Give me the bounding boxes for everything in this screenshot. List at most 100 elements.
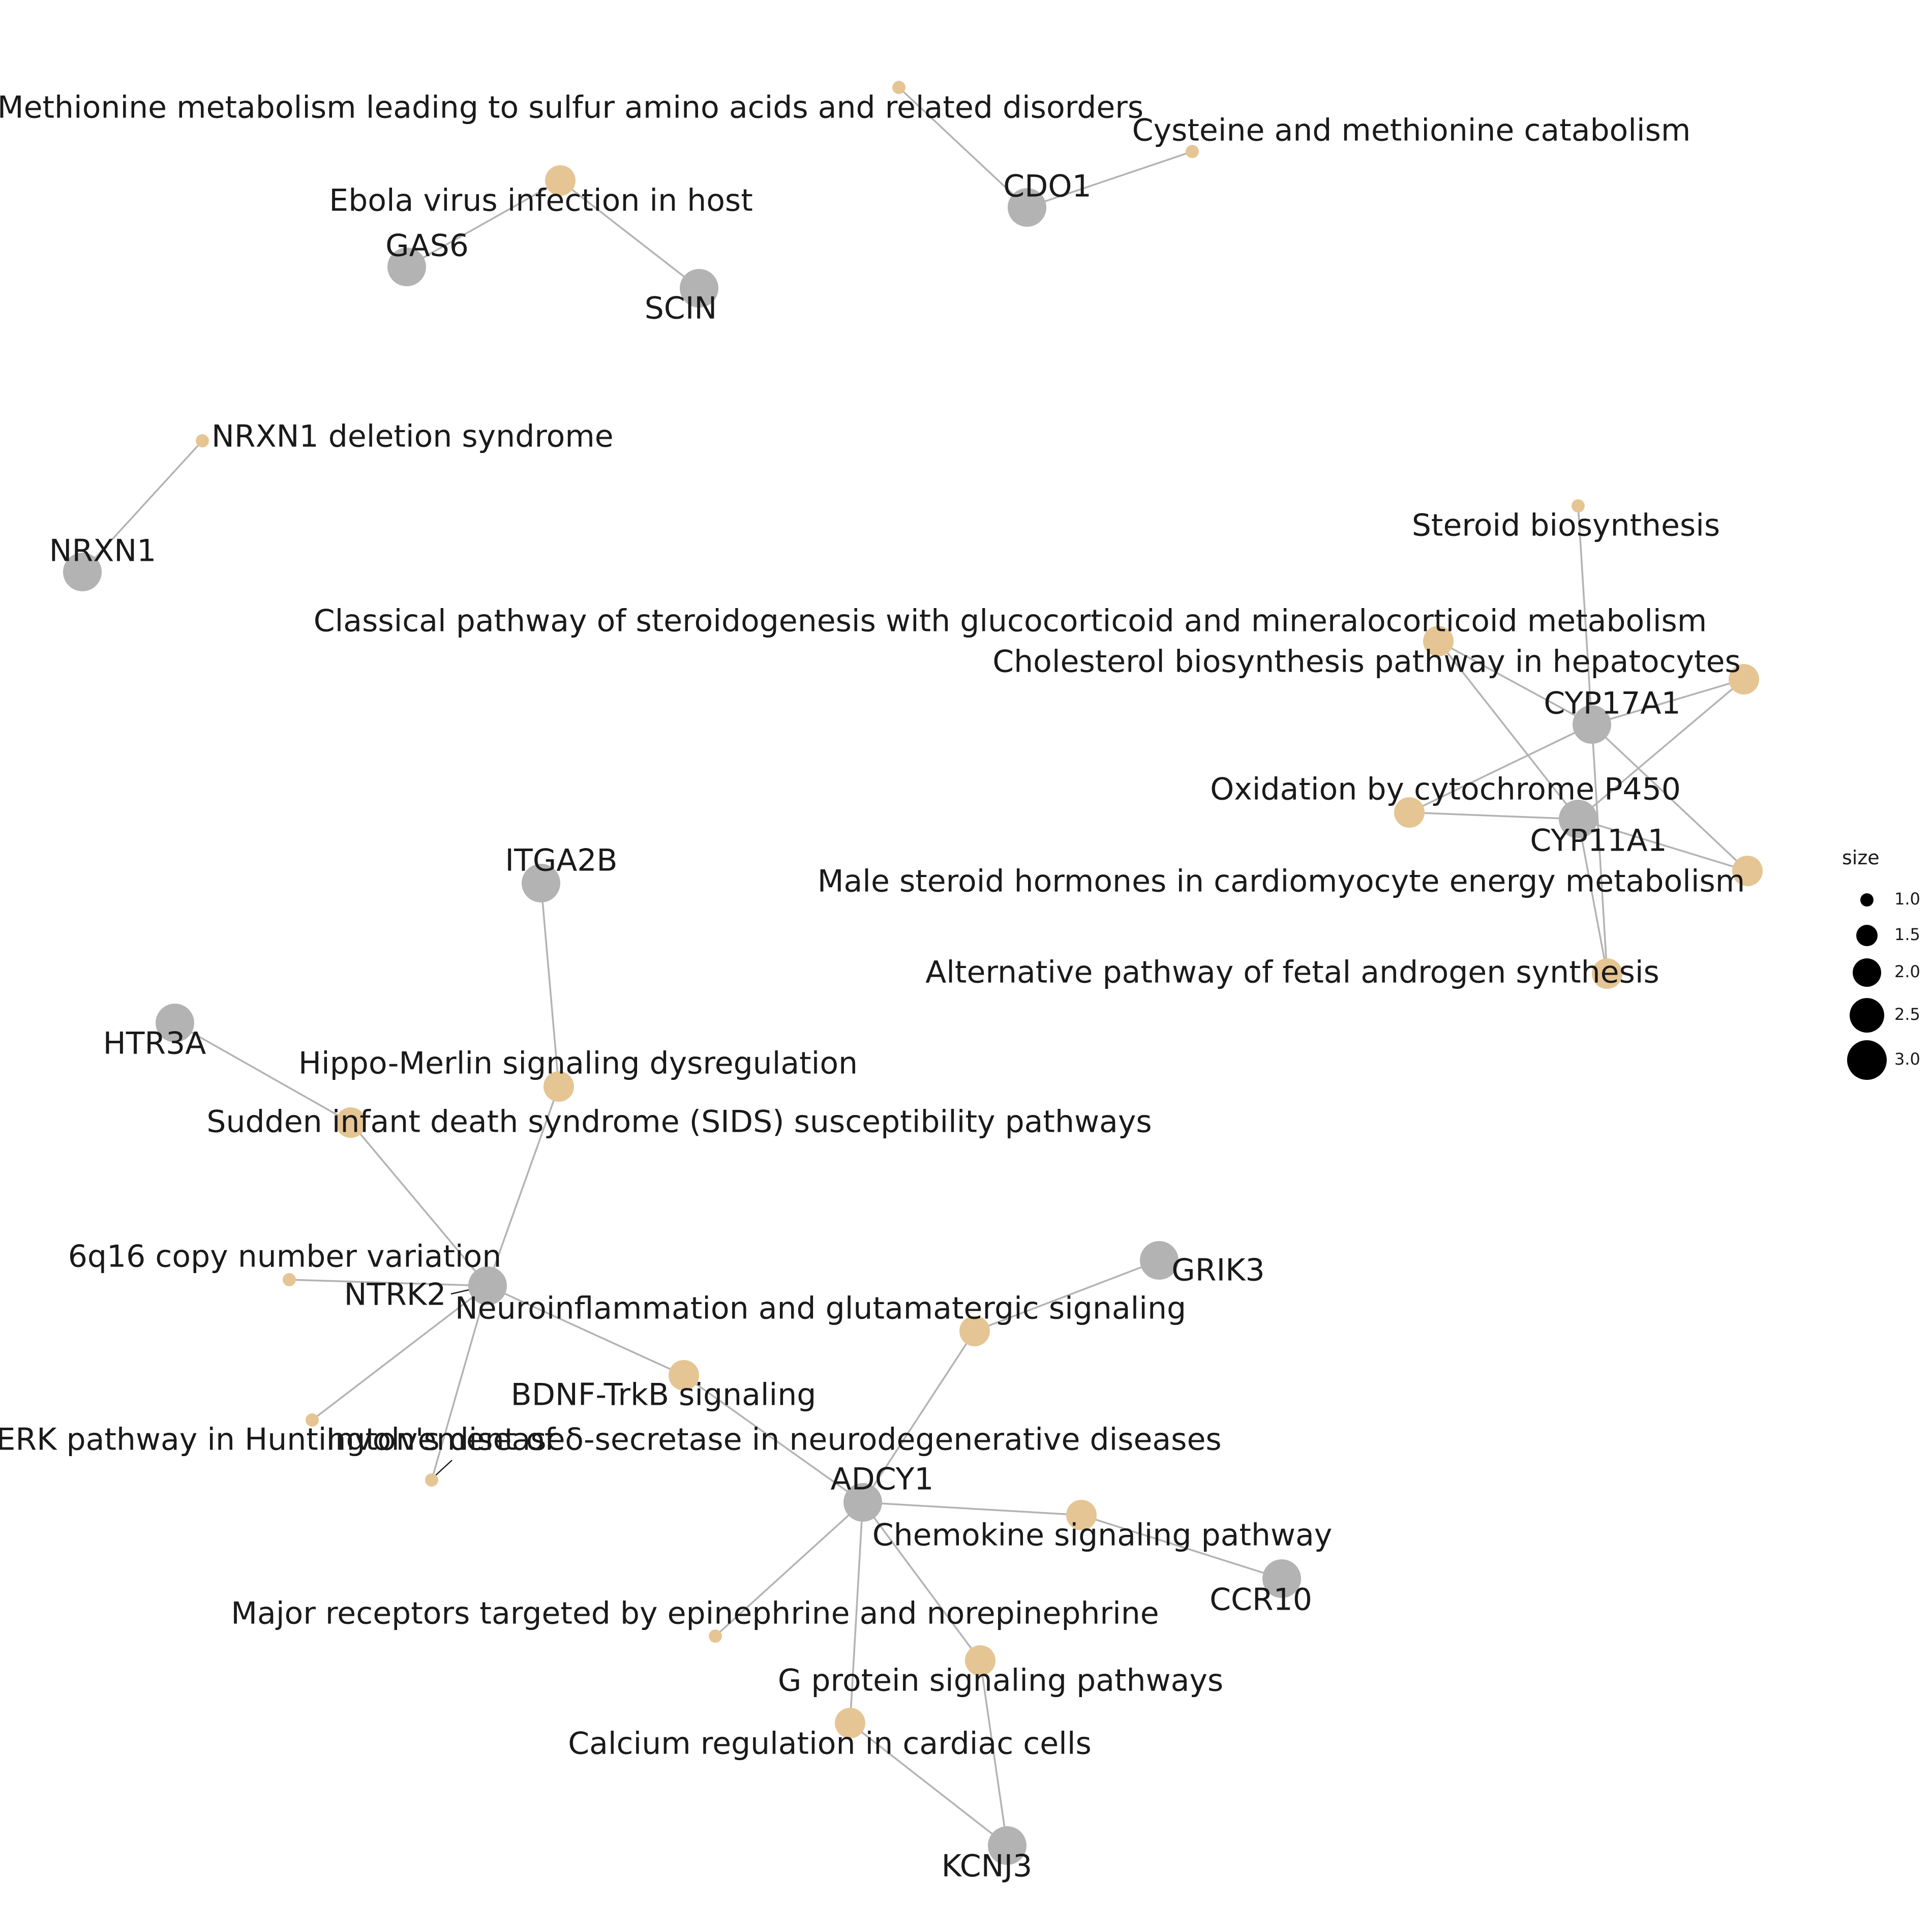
pathway-node-erk [306,1413,319,1427]
gene-node-kcnj3 [988,1826,1027,1865]
gene-node-htr3a [156,1004,194,1042]
edge-ntrk2-erk [311,1285,489,1421]
pathway-node-gprotein [965,1645,995,1676]
edge-adcy1-chemokine [862,1501,1082,1516]
pathway-label-steroidbio: Steroid biosynthesis [1412,508,1720,544]
pathway-label-hippo: Hippo-Merlin signaling dysregulation [298,1046,858,1081]
edge-cyp17a1-steroidbio [1577,505,1593,725]
pathway-node-steroidbio [1572,499,1585,512]
edge-cyp11a1-fetal [1577,819,1608,974]
edge-ntrk2-sids [350,1122,489,1287]
edge-adcy1-major [714,1501,864,1637]
pathway-label-classical: Classical pathway of steroidogenesis wit… [314,603,1707,639]
edge-cyp11a1-classical [1437,640,1579,820]
gene-label-kcnj3: KCNJ3 [942,1849,1033,1884]
pathway-label-gprotein: G protein signaling pathways [778,1663,1223,1699]
gene-label-nrxn1: NRXN1 [49,533,157,569]
gene-node-scin [680,269,718,308]
pathway-node-cysteine [1186,145,1199,158]
legend-size-circle [1853,958,1881,987]
edge-ntrk2-bdnf [487,1285,684,1376]
edge-adcy1-neuroinf [862,1331,976,1503]
gene-node-gas6 [387,248,426,286]
gene-label-ntrk2: NTRK2 [344,1277,446,1313]
edge-scin-ebola [559,179,700,289]
pathway-label-6q16: 6q16 copy number variation [68,1239,502,1275]
pathway-node-nrxn1del [196,434,209,447]
edge-gas6-ebola [406,179,561,268]
edge-ccr10-chemokine [1081,1514,1282,1580]
gene-node-nrxn1 [63,553,102,591]
gene-label-cyp17a1: CYP17A1 [1544,686,1680,721]
labels-layer: Methionine metabolism leading to sulfur … [0,90,1745,1884]
edge-cdo1-cysteine [1027,150,1193,208]
gene-label-gas6: GAS6 [385,228,469,264]
legend-size-label: 1.5 [1894,925,1920,944]
pathway-node-neuroinf [959,1316,990,1346]
pathway-label-delta: Involvement of δ-secretase in neurodegen… [326,1422,1221,1458]
legend-title: size [1842,847,1880,869]
legend-size-label: 2.5 [1894,1005,1920,1024]
pathway-node-fetal [1592,958,1622,989]
pathway-label-calcium: Calcium regulation in cardiac cells [568,1726,1092,1762]
edges-layer [81,86,1748,1847]
pathway-node-male [1732,856,1763,886]
pathway-label-bdnf: BDNF-TrkB signaling [511,1377,817,1413]
gene-label-ccr10: CCR10 [1210,1582,1312,1618]
edge-cyp17a1-fetal [1591,724,1608,974]
edge-itga2b-hippo [540,883,560,1087]
edge-cyp17a1-cholesterol [1591,678,1744,726]
legend-size-circle [1856,925,1878,946]
edge-nrxn1-nrxn1del [81,440,203,573]
gene-node-cdo1 [1008,188,1046,227]
legend-size-circle [1847,1040,1887,1080]
pathway-label-neuroinf: Neuroinflammation and glutamatergic sign… [455,1291,1186,1326]
legend-size-circle [1860,893,1874,907]
gene-label-adcy1: ADCY1 [831,1462,934,1497]
size-legend: size 1.0 1.5 2.0 2.5 3.0 [1842,847,1920,1080]
edge-cyp11a1-male [1578,818,1748,872]
pathway-label-nrxn1del: NRXN1 deletion syndrome [212,419,614,455]
legend-size-label: 2.0 [1894,962,1920,981]
edge-ntrk2-6q16 [289,1279,488,1287]
pathway-node-ebola [545,165,576,196]
edge-cyp17a1-male [1591,723,1748,872]
pathway-node-delta [425,1473,438,1487]
gene-node-ntrk2 [468,1266,507,1305]
edge-grik3-neuroinf [974,1259,1160,1332]
legend-entries: 1.0 1.5 2.0 2.5 3.0 [1847,889,1920,1080]
pathway-node-hippo [544,1071,574,1102]
gene-label-scin: SCIN [645,291,717,326]
edge-kcnj3-calcium [849,1722,1008,1847]
pathway-label-male: Male steroid hormones in cardiomyocyte e… [818,864,1745,899]
legend-size-label: 3.0 [1894,1049,1920,1069]
pathway-node-bdnf [669,1360,699,1391]
edge-htr3a-sids [174,1022,351,1124]
pathway-label-sids: Sudden infant death syndrome (SIDS) susc… [206,1104,1152,1140]
pathway-label-cholesterol: Cholesterol biosynthesis pathway in hepa… [992,644,1741,680]
edge-kcnj3-gprotein [979,1660,1008,1846]
pathway-label-chemokine: Chemokine signaling pathway [872,1518,1333,1553]
gene-label-cdo1: CDO1 [1003,169,1092,204]
pathway-node-major [709,1629,722,1643]
gene-node-cyp11a1 [1559,800,1597,838]
pathway-label-fetal: Alternative pathway of fetal androgen sy… [925,955,1659,990]
gene-node-cyp17a1 [1573,705,1611,744]
edge-adcy1-gprotein [862,1501,981,1662]
gene-label-itga2b: ITGA2B [505,843,617,879]
pathway-node-6q16 [283,1273,296,1286]
pathway-label-cysteine: Cysteine and methionine catabolism [1132,113,1691,148]
edge-cdo1-methionine [898,86,1028,208]
pathway-label-major: Major receptors targeted by epinephrine … [231,1596,1159,1632]
gene-node-adcy1 [843,1483,882,1522]
pathway-node-calcium [835,1708,865,1738]
nodes-layer [63,81,1763,1865]
gene-node-ccr10 [1262,1559,1301,1598]
pathway-label-erk: ERK pathway in Huntington's disease [0,1422,565,1458]
pathway-label-ebola: Ebola virus infection in host [329,183,752,219]
pathway-node-cholesterol [1729,664,1759,695]
gene-label-cyp11a1: CYP11A1 [1530,823,1667,859]
pathway-node-chemokine [1066,1500,1097,1530]
pathway-label-methionine: Methionine metabolism leading to sulfur … [0,90,1143,126]
